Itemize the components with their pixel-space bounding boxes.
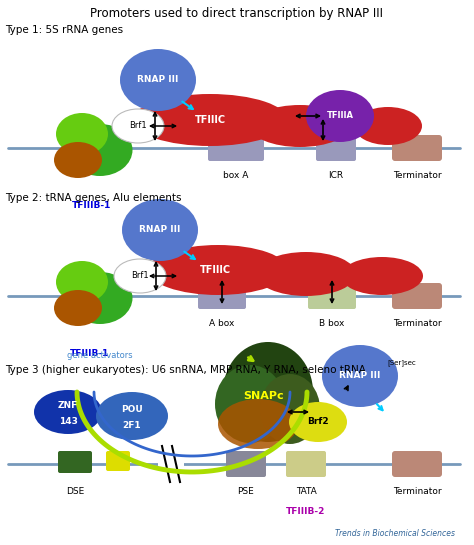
Text: PSE: PSE [237, 487, 255, 496]
Text: 2F1: 2F1 [123, 421, 141, 431]
FancyBboxPatch shape [198, 283, 246, 309]
Ellipse shape [250, 105, 350, 147]
Text: Type 2: tRNA genes, Alu elements: Type 2: tRNA genes, Alu elements [5, 193, 182, 203]
Text: TFIIIA: TFIIIA [327, 112, 354, 120]
Text: Terminator: Terminator [392, 487, 441, 496]
Text: DSE: DSE [66, 487, 84, 496]
Text: RNAP III: RNAP III [137, 76, 179, 84]
FancyBboxPatch shape [308, 283, 356, 309]
FancyBboxPatch shape [392, 451, 442, 477]
Text: SNAPc: SNAPc [244, 391, 284, 401]
FancyBboxPatch shape [392, 135, 442, 161]
FancyBboxPatch shape [316, 135, 356, 161]
Ellipse shape [54, 290, 102, 326]
Text: 143: 143 [59, 417, 77, 427]
Ellipse shape [223, 342, 313, 442]
Ellipse shape [120, 49, 196, 111]
FancyBboxPatch shape [226, 451, 266, 477]
Ellipse shape [56, 261, 108, 303]
FancyBboxPatch shape [58, 451, 92, 473]
FancyBboxPatch shape [106, 451, 130, 471]
Text: Brf1: Brf1 [131, 271, 149, 281]
Ellipse shape [122, 199, 198, 261]
Ellipse shape [289, 402, 347, 442]
Text: Terminator: Terminator [392, 172, 441, 180]
Ellipse shape [260, 374, 320, 444]
Ellipse shape [114, 259, 166, 293]
Ellipse shape [215, 365, 285, 443]
Text: TFIIIC: TFIIIC [194, 115, 226, 125]
Ellipse shape [112, 109, 164, 143]
Text: Type 1: 5S rRNA genes: Type 1: 5S rRNA genes [5, 25, 123, 35]
Ellipse shape [256, 252, 356, 296]
Text: TATA: TATA [296, 487, 316, 496]
Ellipse shape [322, 345, 398, 407]
FancyBboxPatch shape [158, 444, 184, 484]
Text: A box: A box [210, 319, 235, 329]
Text: POU: POU [121, 405, 143, 415]
FancyBboxPatch shape [286, 451, 326, 477]
Text: B box: B box [319, 319, 345, 329]
Text: [Ser]sec: [Ser]sec [387, 360, 416, 366]
Text: TFIIIC: TFIIIC [200, 265, 230, 275]
Text: Brf1: Brf1 [129, 122, 147, 130]
Ellipse shape [306, 90, 374, 142]
Text: ZNF: ZNF [58, 402, 78, 410]
Ellipse shape [67, 272, 133, 324]
Text: Type 3 (higher eukaryotes): U6 snRNA, MRP RNA, Y RNA, seleno tRNA: Type 3 (higher eukaryotes): U6 snRNA, MR… [5, 365, 366, 375]
Text: Trends in Biochemical Sciences: Trends in Biochemical Sciences [335, 530, 455, 538]
Ellipse shape [341, 257, 423, 295]
Text: ICR: ICR [328, 172, 344, 180]
Ellipse shape [34, 390, 102, 434]
Ellipse shape [133, 94, 288, 146]
Text: box A: box A [223, 172, 249, 180]
Ellipse shape [56, 113, 108, 155]
Text: RNAP III: RNAP III [139, 226, 181, 234]
Text: TFIIIB-1: TFIIIB-1 [70, 349, 109, 359]
Text: gene activators: gene activators [67, 352, 133, 360]
Ellipse shape [148, 245, 288, 295]
Ellipse shape [67, 124, 133, 176]
Ellipse shape [354, 107, 422, 145]
Text: RNAP III: RNAP III [339, 372, 381, 380]
Ellipse shape [218, 399, 298, 449]
Text: TFIIIB-1: TFIIIB-1 [73, 202, 112, 210]
FancyBboxPatch shape [392, 283, 442, 309]
Text: TFIIIB-2: TFIIIB-2 [286, 507, 326, 517]
Text: Promoters used to direct transcription by RNAP III: Promoters used to direct transcription b… [91, 8, 383, 21]
Text: Terminator: Terminator [392, 319, 441, 329]
FancyBboxPatch shape [208, 135, 264, 161]
Ellipse shape [54, 142, 102, 178]
Ellipse shape [96, 392, 168, 440]
Text: Brf2: Brf2 [307, 417, 329, 427]
